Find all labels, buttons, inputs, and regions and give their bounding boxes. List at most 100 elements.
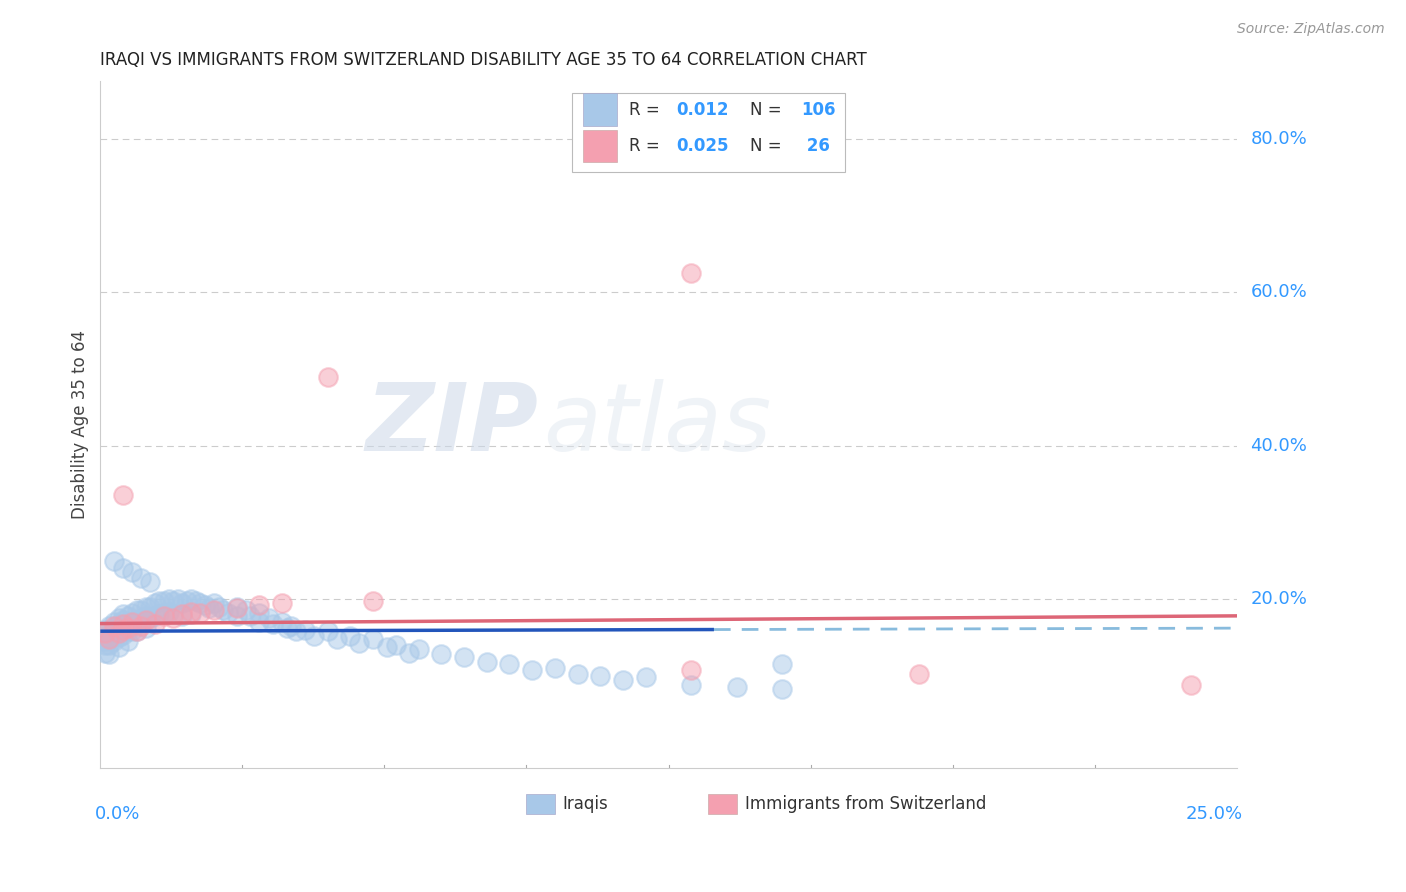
Y-axis label: Disability Age 35 to 64: Disability Age 35 to 64 [72, 330, 89, 519]
Point [349, 636, 371, 650]
Point [94, 631, 117, 645]
Point [107, 631, 129, 645]
Point [294, 623, 316, 637]
Point [125, 624, 148, 639]
Point [107, 616, 129, 631]
Point [770, 657, 793, 672]
Point [98, 626, 121, 640]
Bar [583, 129, 617, 162]
Point [129, 619, 152, 633]
Point [271, 615, 294, 629]
Point [907, 667, 929, 681]
Point [217, 606, 239, 620]
Point [112, 628, 135, 642]
Text: 0.025: 0.025 [676, 137, 728, 155]
Point [385, 638, 408, 652]
Point [103, 615, 125, 629]
Point [94, 626, 117, 640]
Point [135, 608, 157, 623]
Text: 0.012: 0.012 [676, 101, 728, 119]
Point [107, 640, 129, 654]
Point [103, 619, 125, 633]
Point [408, 641, 430, 656]
Point [98, 638, 121, 652]
Bar [709, 794, 737, 814]
Point [117, 624, 139, 639]
Point [135, 621, 157, 635]
Point [157, 605, 180, 619]
Point [681, 678, 703, 692]
Point [375, 640, 398, 654]
Text: Iraqis: Iraqis [562, 795, 609, 814]
Point [172, 608, 194, 623]
Text: 60.0%: 60.0% [1250, 284, 1308, 301]
Point [207, 599, 229, 614]
Point [770, 682, 793, 697]
Point [316, 624, 339, 639]
Point [98, 632, 121, 646]
Point [180, 607, 202, 622]
Point [276, 621, 298, 635]
Point [249, 606, 271, 620]
Point [98, 647, 121, 661]
Text: 25.0%: 25.0% [1185, 805, 1243, 823]
Point [153, 606, 176, 620]
Point [361, 593, 384, 607]
Point [544, 661, 567, 675]
Point [172, 607, 194, 622]
Point [194, 598, 217, 612]
Point [567, 667, 589, 681]
Point [112, 607, 135, 622]
Point [112, 623, 135, 637]
Point [103, 554, 125, 568]
Point [112, 488, 135, 502]
Point [107, 623, 129, 637]
Point [225, 608, 247, 623]
Point [681, 663, 703, 677]
Bar [526, 794, 555, 814]
Point [157, 592, 180, 607]
Point [148, 593, 170, 607]
Point [202, 596, 225, 610]
Point [180, 605, 202, 619]
Point [94, 646, 117, 660]
Point [188, 606, 211, 620]
Point [162, 611, 184, 625]
Text: 40.0%: 40.0% [1250, 436, 1308, 455]
Point [212, 603, 235, 617]
Point [103, 634, 125, 648]
Point [143, 596, 166, 610]
Point [112, 620, 135, 634]
Point [498, 657, 520, 672]
Text: N =: N = [751, 101, 787, 119]
Point [284, 624, 307, 639]
Point [117, 608, 139, 623]
Point [135, 599, 157, 614]
Point [361, 632, 384, 646]
Point [143, 608, 166, 623]
Point [143, 616, 166, 631]
Point [117, 616, 139, 631]
Point [94, 623, 117, 637]
Point [129, 615, 152, 629]
Point [453, 649, 475, 664]
Point [339, 629, 361, 643]
Point [520, 663, 543, 677]
Text: R =: R = [628, 137, 665, 155]
Text: Immigrants from Switzerland: Immigrants from Switzerland [745, 795, 986, 814]
Point [121, 615, 143, 629]
Point [98, 632, 121, 646]
Point [98, 619, 121, 633]
Point [634, 670, 657, 684]
Point [125, 624, 148, 639]
Point [153, 608, 176, 623]
Point [125, 614, 148, 628]
Point [430, 647, 453, 661]
Point [475, 655, 498, 669]
Point [280, 619, 302, 633]
Point [1180, 678, 1202, 692]
Text: 0.0%: 0.0% [94, 805, 141, 823]
Point [225, 599, 247, 614]
Point [398, 646, 420, 660]
Point [129, 570, 152, 584]
